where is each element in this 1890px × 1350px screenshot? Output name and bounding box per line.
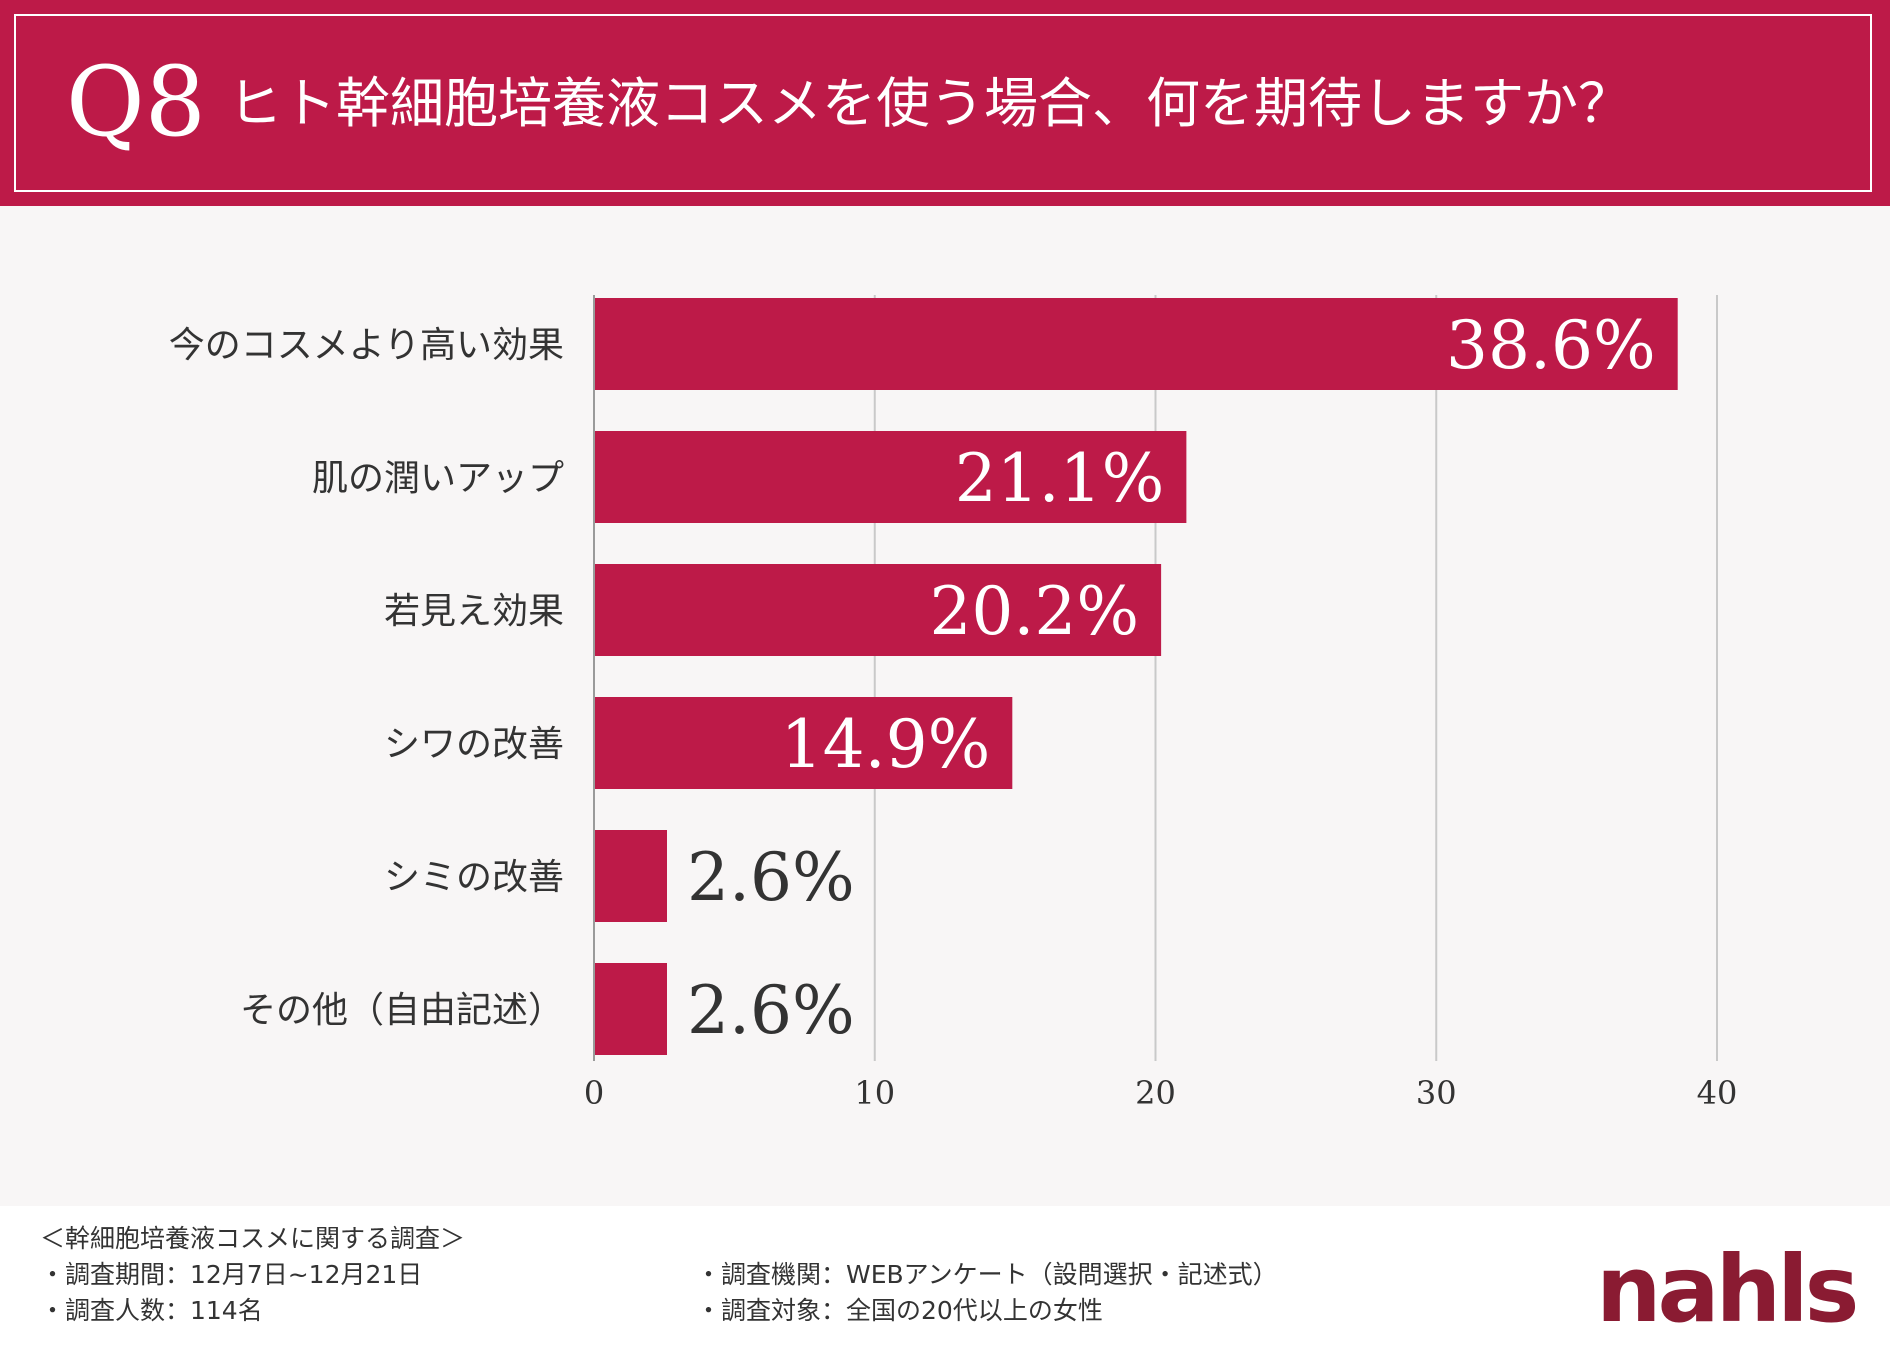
category-label: その他（自由記述） (240, 990, 564, 1031)
category-label: 肌の潤いアップ (312, 458, 564, 499)
survey-method: ・調査機関：WEBアンケート（設問選択・記述式） (696, 1260, 1278, 1289)
header-frame (14, 14, 1872, 192)
x-tick-label: 40 (1697, 1074, 1738, 1112)
survey-period: ・調査期間：12月7日~12月21日 (40, 1260, 423, 1289)
category-label: シミの改善 (384, 857, 564, 898)
data-label: 14.9% (781, 706, 991, 783)
bar (594, 830, 667, 922)
category-label: シワの改善 (384, 724, 564, 765)
bar (594, 697, 1013, 789)
data-label: 20.2% (929, 573, 1139, 650)
footer: ＜幹細胞培養液コスメに関する調査＞ ・調査期間：12月7日~12月21日 ・調査… (0, 1206, 1890, 1350)
survey-respondents: ・調査人数：114名 (40, 1296, 263, 1325)
bar (594, 963, 667, 1055)
category-label: 若見え効果 (384, 591, 564, 632)
data-label: 2.6% (687, 839, 855, 916)
question-number: Q8 (66, 46, 206, 158)
bar-chart: 今のコスメより高い効果 38.6% 肌の潤いアップ 21.1% 若見え効果 20.2% シワ… (169, 295, 1738, 1112)
survey-target: ・調査対象：全国の20代以上の女性 (696, 1296, 1103, 1325)
category-label: 今のコスメより高い効果 (169, 325, 564, 366)
bar (594, 298, 1678, 390)
company-logo: nahls (1596, 1236, 1859, 1343)
survey-title: ＜幹細胞培養液コスメに関する調査＞ (40, 1224, 466, 1253)
question-title: ヒト幹細胞培養液コスメを使う場合、何を期待しますか？ (228, 72, 1632, 135)
x-tick-label: 10 (854, 1074, 895, 1112)
x-tick-label: 30 (1416, 1074, 1457, 1112)
bar (594, 564, 1162, 656)
bar (594, 431, 1187, 523)
data-label: 2.6% (687, 972, 855, 1049)
data-label: 21.1% (955, 440, 1165, 517)
x-tick-label: 20 (1135, 1074, 1176, 1112)
data-label: 38.6% (1446, 307, 1656, 384)
x-tick-label: 0 (584, 1074, 604, 1112)
chart-area: 今のコスメより高い効果 38.6% 肌の潤いアップ 21.1% 若見え効果 20.2% シワ… (0, 206, 1890, 1206)
header-banner: Q8 ヒト幹細胞培養液コスメを使う場合、何を期待しますか？ (0, 0, 1890, 206)
